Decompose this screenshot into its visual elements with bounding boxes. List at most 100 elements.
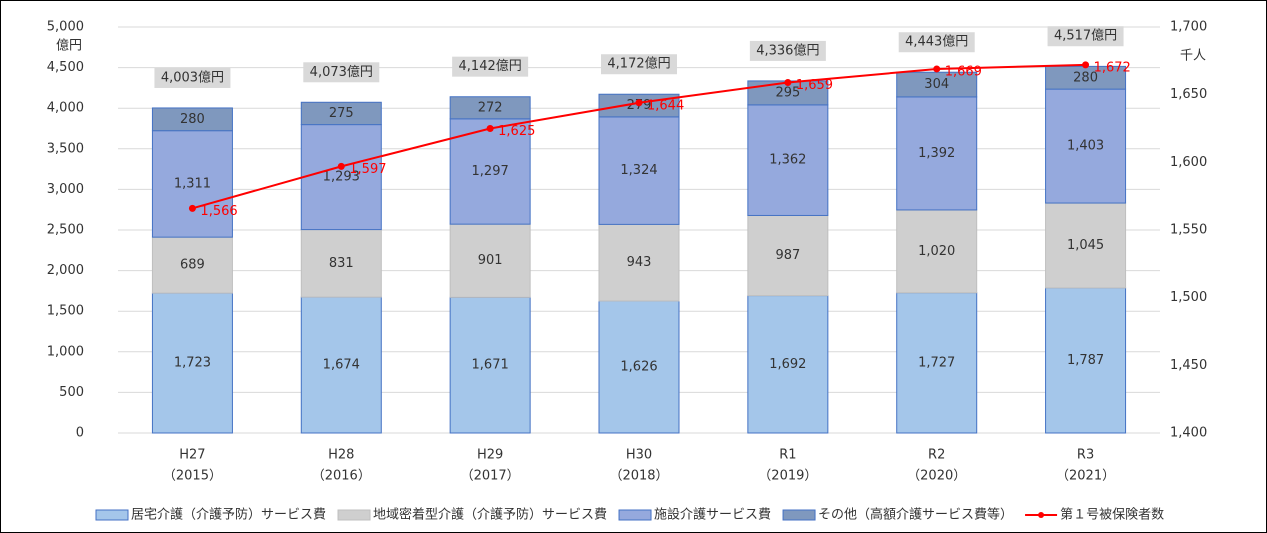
y-tick-label: 3,500 xyxy=(47,141,84,156)
value-label: 943 xyxy=(627,255,652,270)
y-tick-label: 3,000 xyxy=(47,182,84,197)
y2-tick-label: 1,500 xyxy=(1170,290,1207,305)
bar-segment xyxy=(598,116,680,225)
legend-swatch xyxy=(782,509,816,521)
value-label: 1,392 xyxy=(918,146,955,161)
value-label: 272 xyxy=(478,100,503,115)
legend-label: 居宅介護（介護予防）サービス費 xyxy=(131,507,326,523)
bar-segment xyxy=(151,130,233,238)
x-tick-sublabel: （2019） xyxy=(758,469,817,484)
line-value-label: 1,644 xyxy=(647,98,684,113)
line-point xyxy=(635,99,643,107)
y2-tick-label: 1,400 xyxy=(1170,426,1207,441)
total-label: 4,336億円 xyxy=(756,42,819,58)
y2-tick-label: 1,550 xyxy=(1170,223,1207,238)
line-point xyxy=(784,78,792,86)
value-label: 275 xyxy=(329,106,354,121)
y-tick-label: 1,000 xyxy=(47,344,84,359)
y-tick-label: 500 xyxy=(59,385,84,400)
line-point xyxy=(337,162,345,170)
y-tick-label: 5,000 xyxy=(47,20,84,35)
value-label: 1,692 xyxy=(769,357,806,372)
legend-label: その他（高額介護サービス費等） xyxy=(818,507,1013,523)
x-tick-sublabel: （2017） xyxy=(461,469,520,484)
value-label: 1,723 xyxy=(174,356,211,371)
total-label: 4,517億円 xyxy=(1054,28,1117,44)
bar-segment xyxy=(598,223,680,302)
x-tick-sublabel: （2016） xyxy=(312,469,371,484)
line-point xyxy=(486,125,494,132)
total-label: 4,443億円 xyxy=(905,34,968,50)
value-label: 1,787 xyxy=(1067,353,1104,368)
y2-tick-label: 1,650 xyxy=(1170,87,1207,102)
x-tick-sublabel: （2015） xyxy=(163,469,222,484)
legend-swatch xyxy=(337,509,371,521)
legend-label: 地域密着型介護（介護予防）サービス費 xyxy=(373,507,607,523)
bar-segment xyxy=(151,292,233,434)
line-point xyxy=(933,65,941,73)
bar-segment xyxy=(151,107,233,132)
x-tick-label: H30 xyxy=(626,448,652,463)
legend-marker xyxy=(1038,512,1045,518)
legend-swatch xyxy=(618,509,652,521)
y-tick-label: 4,000 xyxy=(47,101,84,116)
line-value-label: 1,672 xyxy=(1094,60,1131,75)
x-tick-sublabel: （2020） xyxy=(907,469,966,484)
value-label: 1,626 xyxy=(620,359,657,374)
value-label: 1,403 xyxy=(1067,139,1104,154)
value-label: 304 xyxy=(924,77,949,92)
line-value-label: 1,669 xyxy=(945,64,982,79)
bar-segment xyxy=(300,101,382,126)
value-label: 987 xyxy=(775,248,800,263)
x-tick-label: R3 xyxy=(1077,448,1094,463)
total-label-box xyxy=(749,40,826,61)
value-label: 1,362 xyxy=(769,153,806,168)
value-label: 1,293 xyxy=(323,170,360,185)
y2-unit: 千人 xyxy=(1180,49,1206,64)
total-label: 4,073億円 xyxy=(310,64,373,80)
bar-segment xyxy=(151,236,233,294)
total-label-box xyxy=(303,62,380,83)
x-tick-label: R2 xyxy=(928,448,945,463)
total-label-box xyxy=(601,54,677,75)
value-label: 1,324 xyxy=(620,163,657,178)
total-label: 4,003億円 xyxy=(161,69,224,85)
bar-segment xyxy=(747,295,829,434)
y2-tick-label: 1,450 xyxy=(1170,358,1207,373)
y-unit: 億円 xyxy=(56,38,82,54)
value-label: 901 xyxy=(478,253,503,268)
bar-segment xyxy=(300,296,382,434)
line-value-label: 1,625 xyxy=(498,124,535,139)
value-label: 1,311 xyxy=(174,176,211,191)
bar-segment xyxy=(598,300,680,434)
line-value-label: 1,566 xyxy=(200,204,237,219)
x-tick-sublabel: （2021） xyxy=(1056,469,1115,484)
x-tick-sublabel: （2018） xyxy=(609,469,668,484)
line-point xyxy=(1082,61,1090,69)
y2-tick-label: 1,600 xyxy=(1170,155,1207,170)
y-tick-label: 0 xyxy=(76,426,84,441)
bar-segment xyxy=(896,71,978,98)
y-tick-label: 4,500 xyxy=(47,60,84,75)
value-label: 295 xyxy=(775,85,800,100)
total-label: 4,142億円 xyxy=(459,58,522,74)
total-label: 4,172億円 xyxy=(607,56,670,72)
line-point xyxy=(188,204,196,212)
total-label-box xyxy=(1047,26,1124,47)
bar-segment xyxy=(300,229,382,298)
bar-segment xyxy=(1045,287,1127,434)
total-label-box xyxy=(452,56,529,77)
bar-segment xyxy=(747,214,829,297)
bar-segment xyxy=(896,292,978,434)
line-value-label: 1,659 xyxy=(796,78,833,93)
y-tick-label: 2,000 xyxy=(47,263,84,278)
bar-segment xyxy=(449,223,531,298)
y2-tick-label: 1,700 xyxy=(1170,20,1207,35)
bar-segment xyxy=(449,96,531,120)
bar-segment xyxy=(747,104,829,216)
x-tick-label: H27 xyxy=(179,448,205,463)
value-label: 1,045 xyxy=(1067,238,1104,253)
y-tick-label: 2,500 xyxy=(47,223,84,238)
bar-segment xyxy=(896,96,978,211)
